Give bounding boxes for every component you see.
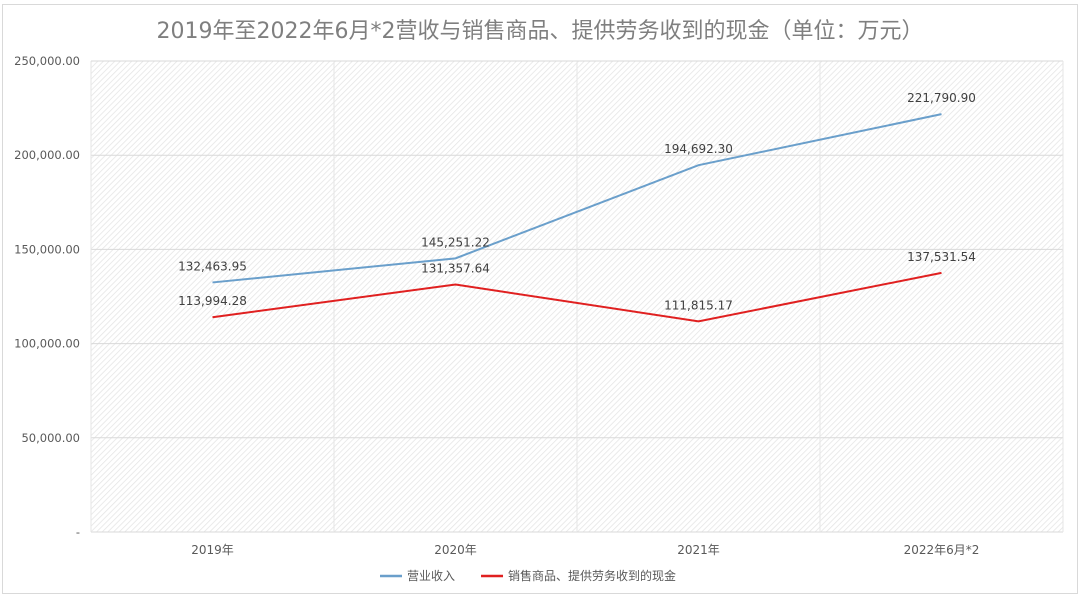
data-label: 221,790.90 (907, 91, 976, 105)
data-label: 131,357.64 (421, 262, 490, 276)
data-label: 145,251.22 (421, 235, 490, 249)
x-tick-label: 2019年 (191, 543, 234, 557)
y-tick-label: 50,000.00 (21, 431, 80, 445)
y-tick-label: 200,000.00 (14, 148, 80, 162)
series-line (212, 271, 942, 323)
y-tick-label: 250,000.00 (14, 54, 80, 68)
series-line (212, 113, 942, 284)
data-label: 132,463.95 (178, 259, 247, 273)
data-label: 194,692.30 (664, 142, 733, 156)
data-label: 113,994.28 (178, 294, 247, 308)
x-tick-label: 2022年6月*2 (904, 543, 980, 557)
legend-label: 销售商品、提供劳务收到的现金 (508, 568, 676, 583)
data-label: 137,531.54 (907, 250, 976, 264)
x-tick-label: 2021年 (677, 543, 720, 557)
x-tick-label: 2020年 (434, 543, 477, 557)
y-tick-label: - (76, 525, 80, 539)
legend-label: 营业收入 (407, 569, 455, 583)
y-tick-label: 150,000.00 (14, 242, 80, 256)
chart-title: 2019年至2022年6月*2营收与销售商品、提供劳务收到的现金（单位：万元） (157, 19, 924, 44)
y-tick-label: 100,000.00 (14, 337, 80, 351)
data-label: 111,815.17 (664, 298, 733, 312)
